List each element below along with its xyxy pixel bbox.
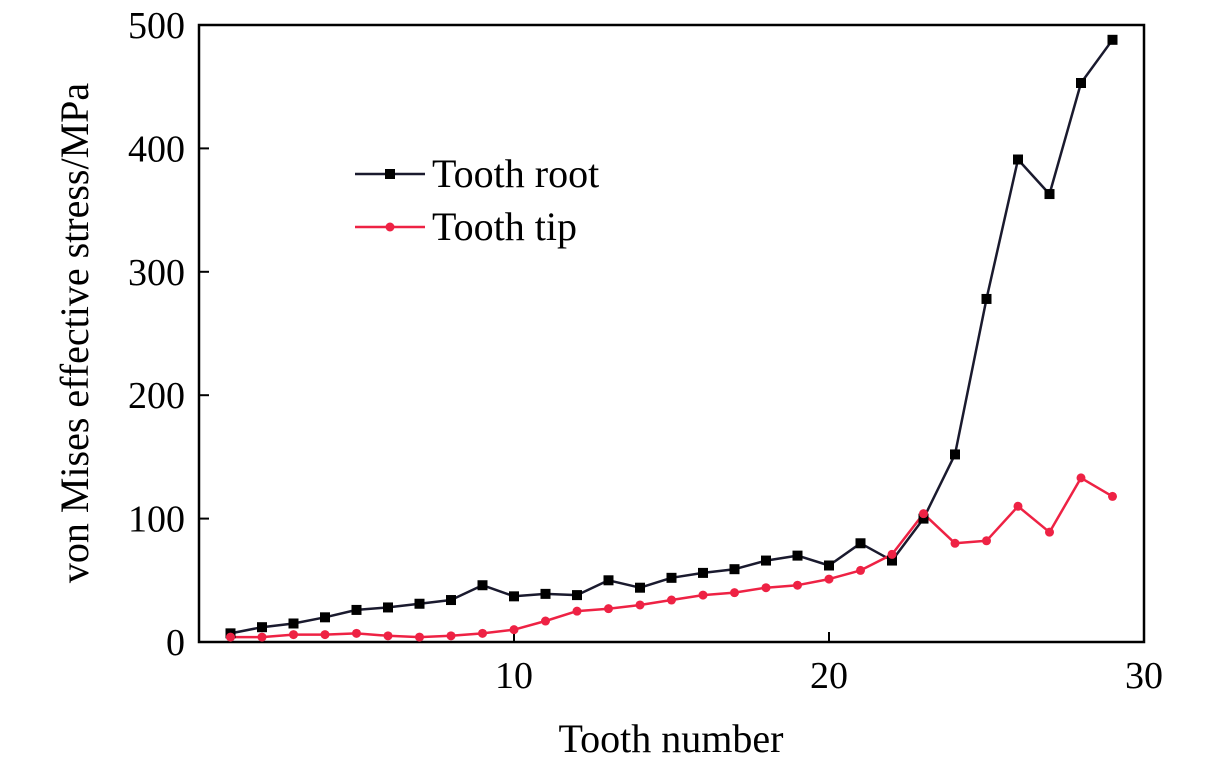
- data-point-tooth-tip: [824, 574, 834, 584]
- series-line-tooth-root: [230, 39, 1114, 635]
- data-point-tooth-root: [1044, 189, 1055, 200]
- y-tick-label: 100: [128, 499, 185, 541]
- data-point-tooth-tip: [226, 632, 235, 642]
- legend: Tooth root Tooth tip: [355, 151, 599, 249]
- data-point-tooth-tip: [541, 616, 550, 626]
- data-point-tooth-tip: [761, 583, 771, 593]
- data-point-tooth-tip: [604, 604, 613, 614]
- data-point-tooth-root: [383, 602, 393, 613]
- data-point-tooth-tip: [635, 600, 645, 610]
- data-point-tooth-tip: [698, 590, 708, 600]
- data-point-tooth-tip: [257, 632, 267, 642]
- y-tick-label: 400: [128, 128, 185, 170]
- data-point-tooth-root: [761, 555, 771, 566]
- data-point-tooth-tip: [887, 549, 897, 559]
- data-point-tooth-root: [320, 612, 330, 623]
- data-point-tooth-root: [477, 580, 488, 591]
- data-point-tooth-tip: [289, 630, 298, 640]
- data-point-tooth-root: [918, 513, 929, 524]
- data-point-tooth-tip: [572, 606, 582, 616]
- data-point-tooth-root: [950, 449, 960, 460]
- y-tick-label: 300: [128, 252, 185, 294]
- data-point-tooth-root: [981, 293, 992, 304]
- x-tick-label: 30: [1125, 655, 1163, 697]
- x-axis-title: Tooth number: [559, 716, 784, 761]
- data-point-tooth-tip: [919, 509, 928, 519]
- data-point-tooth-root: [698, 567, 708, 578]
- y-axis-title: von Mises effective stress/MPa: [52, 83, 97, 584]
- data-point-tooth-root: [887, 555, 897, 566]
- data-point-tooth-root: [509, 591, 519, 602]
- data-point-tooth-root: [414, 598, 425, 609]
- y-tick-label: 500: [128, 5, 185, 47]
- data-point-tooth-root: [666, 572, 677, 583]
- legend-swatch-marker-tooth-tip: [385, 222, 395, 232]
- data-point-tooth-tip: [982, 536, 991, 546]
- data-point-tooth-tip: [1045, 527, 1054, 537]
- data-point-tooth-tip: [478, 628, 487, 638]
- data-point-tooth-root: [603, 575, 614, 586]
- data-point-tooth-root: [635, 582, 645, 593]
- data-point-tooth-tip: [950, 538, 960, 548]
- data-point-tooth-root: [540, 588, 551, 599]
- legend-label-tooth-tip: Tooth tip: [432, 204, 577, 249]
- data-point-tooth-root: [572, 590, 582, 601]
- data-point-tooth-root: [1013, 154, 1023, 165]
- data-point-tooth-root: [288, 618, 299, 629]
- data-point-tooth-root: [1107, 34, 1118, 45]
- data-point-tooth-tip: [1108, 491, 1117, 501]
- data-point-tooth-tip: [856, 565, 865, 575]
- legend-label-tooth-root: Tooth root: [432, 151, 599, 196]
- data-point-tooth-tip: [352, 628, 361, 638]
- y-tick-label: 0: [166, 622, 185, 664]
- data-point-tooth-tip: [320, 630, 330, 640]
- data-point-tooth-tip: [793, 580, 802, 590]
- data-point-tooth-root: [351, 604, 362, 615]
- data-point-tooth-tip: [667, 595, 676, 605]
- legend-item-tooth-tip: Tooth tip: [355, 204, 577, 249]
- series-line-tooth-tip: [230, 476, 1114, 639]
- data-point-tooth-tip: [383, 631, 393, 641]
- x-tick-label: 10: [495, 655, 533, 697]
- series-lines: [230, 39, 1114, 639]
- data-point-tooth-tip: [446, 631, 456, 641]
- x-tick-label: 20: [810, 655, 848, 697]
- data-point-tooth-tip: [1076, 473, 1086, 483]
- data-point-tooth-root: [855, 538, 866, 549]
- data-point-tooth-root: [824, 560, 834, 571]
- legend-swatch-marker-tooth-root: [385, 169, 395, 179]
- y-tick-label: 200: [128, 375, 185, 417]
- data-point-tooth-root: [729, 564, 740, 575]
- data-point-tooth-tip: [415, 632, 424, 642]
- data-point-tooth-tip: [1013, 501, 1023, 511]
- series-markers: [225, 34, 1118, 642]
- data-point-tooth-root: [792, 550, 803, 561]
- legend-item-tooth-root: Tooth root: [355, 151, 599, 196]
- plot-area-frame: [197, 23, 1146, 644]
- data-point-tooth-root: [257, 622, 267, 633]
- data-point-tooth-tip: [509, 625, 519, 635]
- data-point-tooth-tip: [730, 588, 739, 598]
- data-point-tooth-root: [446, 595, 456, 606]
- data-point-tooth-root: [1076, 77, 1086, 88]
